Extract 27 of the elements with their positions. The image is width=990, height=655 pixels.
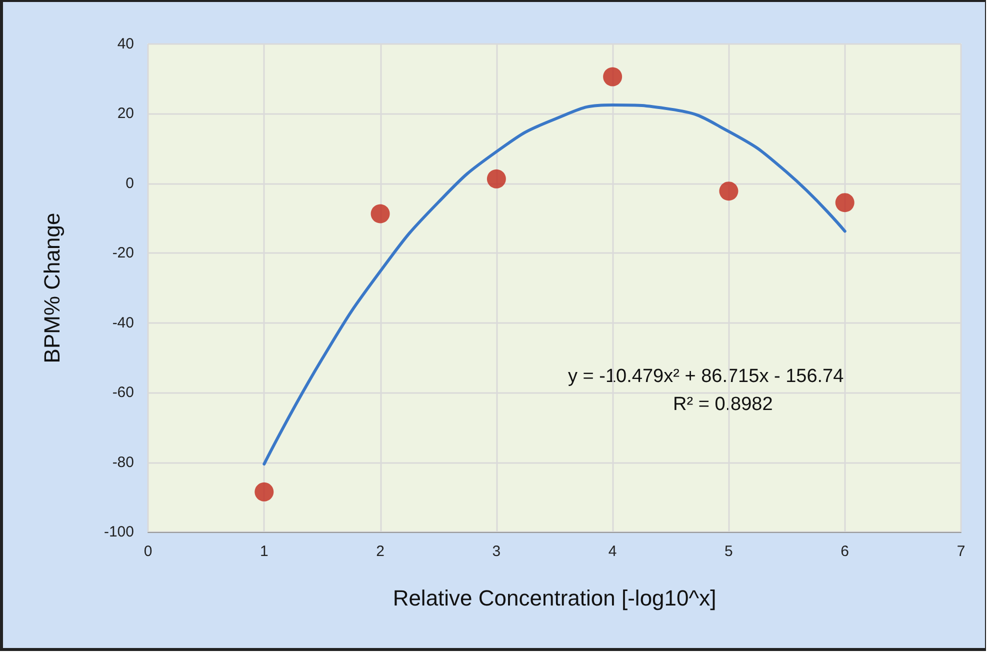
- x-tick-label: 3: [492, 543, 501, 560]
- y-tick-label: -80: [112, 454, 134, 471]
- point: [835, 193, 854, 212]
- annotation: y = -10.479x² + 86.715x - 156.74: [568, 366, 844, 387]
- y-tick-label: -100: [104, 524, 134, 540]
- x-tick-label: 0: [144, 543, 152, 560]
- y-axis-title: BPM% Change: [40, 212, 64, 364]
- x-tick-label: 1: [260, 543, 268, 560]
- x-axis-title: Relative Concentration [-log10^x]: [392, 586, 716, 610]
- y-tick-label: -40: [112, 314, 134, 332]
- x-tick-label: 2: [376, 543, 384, 560]
- y-tick-label: 20: [117, 105, 134, 122]
- x-tick-label: 4: [608, 543, 617, 560]
- point: [370, 204, 390, 224]
- line-series: [262, 104, 846, 466]
- y-tick-label: 40: [117, 36, 134, 52]
- y-tick-label: -20: [112, 244, 134, 262]
- point: [603, 67, 622, 86]
- point: [719, 182, 738, 201]
- y-tick-label: -60: [112, 384, 134, 402]
- x-tick-label: 7: [956, 543, 966, 560]
- annotation: R² = 0.8982: [673, 394, 773, 415]
- point: [486, 169, 506, 188]
- x-tick-label: 5: [724, 543, 733, 560]
- y-tick-label: 0: [126, 174, 134, 192]
- point: [254, 482, 274, 502]
- x-tick-label: 6: [840, 543, 850, 560]
